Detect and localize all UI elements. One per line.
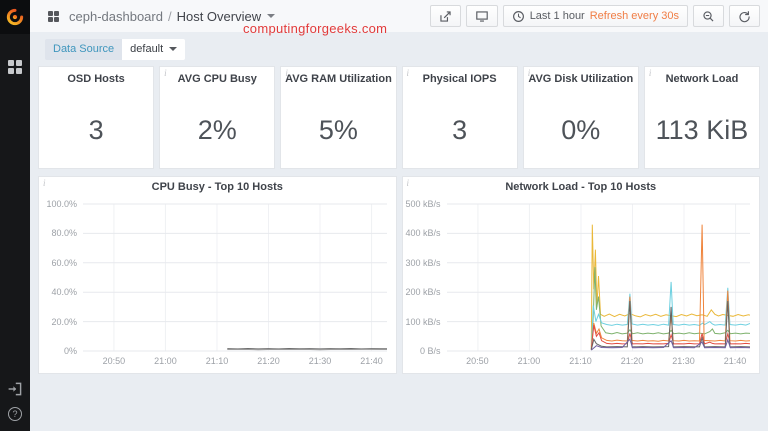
chart-area: 100.0% 80.0% 60.0% 40.0% 20.0% 0% 20:50 21:00 2… — [43, 199, 387, 369]
panel-title[interactable]: CPU Busy - Top 10 Hosts — [151, 181, 283, 193]
top-navbar: ceph-dashboard / Host Overview Last 1 ho… — [30, 0, 768, 32]
info-icon[interactable]: i — [43, 178, 46, 188]
stat-value: 5% — [318, 115, 358, 145]
clock-icon — [512, 10, 524, 22]
dashboard-grid-icon[interactable] — [48, 10, 59, 22]
panel-title[interactable]: Network Load — [665, 73, 739, 85]
dashboard-submenu: Data Source default — [30, 32, 768, 66]
info-icon[interactable]: i — [648, 68, 652, 78]
breadcrumb-folder[interactable]: ceph-dashboard — [69, 8, 163, 24]
refresh-icon — [739, 10, 750, 22]
sidebar: ? — [0, 0, 30, 431]
stat-panel-avg-disk-utilization: i AVG Disk Utilization 0% — [522, 66, 639, 169]
zoom-out-button[interactable] — [693, 5, 724, 27]
stat-value: 0% — [561, 115, 601, 145]
info-icon[interactable]: i — [406, 68, 410, 78]
cycle-view-button[interactable] — [465, 5, 498, 27]
panel-title[interactable]: AVG CPU Busy — [177, 73, 257, 85]
stat-panel-osd-hosts: OSD Hosts 3 — [38, 66, 155, 169]
refresh-interval-label: Refresh every 30s — [589, 10, 679, 22]
info-icon[interactable]: i — [285, 68, 288, 78]
stat-value: 113 KiB — [655, 115, 749, 145]
info-icon[interactable]: i — [406, 178, 410, 188]
refresh-button[interactable] — [729, 5, 760, 27]
chart-area: 500 kB/s 400 kB/s 300 kB/s 200 kB/s 100 kB/s… — [405, 199, 750, 369]
panel-title[interactable]: AVG Disk Utilization — [528, 73, 634, 85]
grafana-logo-icon — [6, 8, 24, 26]
zoom-out-icon — [703, 10, 714, 21]
monitor-icon — [475, 10, 488, 22]
help-glyph: ? — [12, 409, 18, 419]
y-axis-labels: 500 kB/s 400 kB/s 300 kB/s 200 kB/s 100 kB/s… — [405, 199, 441, 356]
chevron-down-icon[interactable] — [267, 14, 276, 18]
stat-value: 3 — [88, 115, 104, 145]
stat-panel-network-load: i Network Load 113 KiB — [643, 66, 761, 169]
datasource-select[interactable]: default — [122, 38, 186, 60]
share-icon — [440, 10, 451, 22]
share-button[interactable] — [429, 5, 461, 27]
x-axis-labels: 20:50 21:00 21:10 21:20 21:30 21:40 — [466, 356, 747, 366]
sign-in-icon[interactable] — [7, 381, 23, 397]
stat-panel-avg-cpu-busy: i AVG CPU Busy 2% — [159, 66, 276, 169]
chart-panel-cpu-busy: i CPU Busy - Top 10 Hosts 100.0% 80.0% 60.… — [38, 176, 397, 374]
charts-row: i CPU Busy - Top 10 Hosts 100.0% 80.0% 60.… — [38, 176, 760, 374]
grafana-logo[interactable] — [0, 0, 30, 34]
stat-value: 3 — [452, 115, 468, 145]
info-icon[interactable]: i — [164, 68, 167, 78]
panel-title[interactable]: Physical IOPS — [422, 73, 497, 85]
breadcrumb-separator: / — [167, 8, 172, 24]
stat-panel-physical-iops: i Physical IOPS 3 — [401, 66, 518, 169]
site-watermark: computingforgeeks.com — [243, 21, 387, 36]
page-title[interactable]: Host Overview — [176, 8, 262, 24]
help-icon[interactable]: ? — [8, 407, 22, 421]
panel-title[interactable]: Network Load - Top 10 Hosts — [505, 181, 657, 193]
datasource-control: Data Source default — [45, 38, 186, 60]
chevron-down-icon — [169, 47, 178, 51]
x-axis-labels: 20:50 21:00 21:10 21:20 21:30 21:40 — [102, 356, 383, 366]
plot-area[interactable] — [83, 201, 387, 353]
datasource-label: Data Source — [45, 38, 123, 60]
chart-panel-network-load: i Network Load - Top 10 Hosts 500 kB/s 40… — [401, 176, 760, 374]
y-axis-labels: 100.0% 80.0% 60.0% 40.0% 20.0% 0% — [46, 199, 77, 356]
plot-area[interactable] — [446, 201, 750, 353]
dashboards-grid-icon[interactable] — [8, 60, 22, 74]
stats-row: OSD Hosts 3 i AVG CPU Busy 2% i AVG RAM … — [38, 66, 761, 169]
time-range-label: Last 1 hour — [529, 10, 585, 22]
datasource-value: default — [130, 43, 164, 55]
stat-value: 2% — [197, 115, 237, 145]
time-picker-button[interactable]: Last 1 hour Refresh every 30s — [502, 5, 688, 27]
panel-title[interactable]: OSD Hosts — [67, 73, 125, 85]
watermark-text: computingforgeeks.com — [243, 21, 388, 36]
info-icon[interactable]: i — [527, 68, 531, 78]
stat-panel-avg-ram-utilization: i AVG RAM Utilization 5% — [280, 66, 397, 169]
panel-title[interactable]: AVG RAM Utilization — [285, 73, 392, 85]
